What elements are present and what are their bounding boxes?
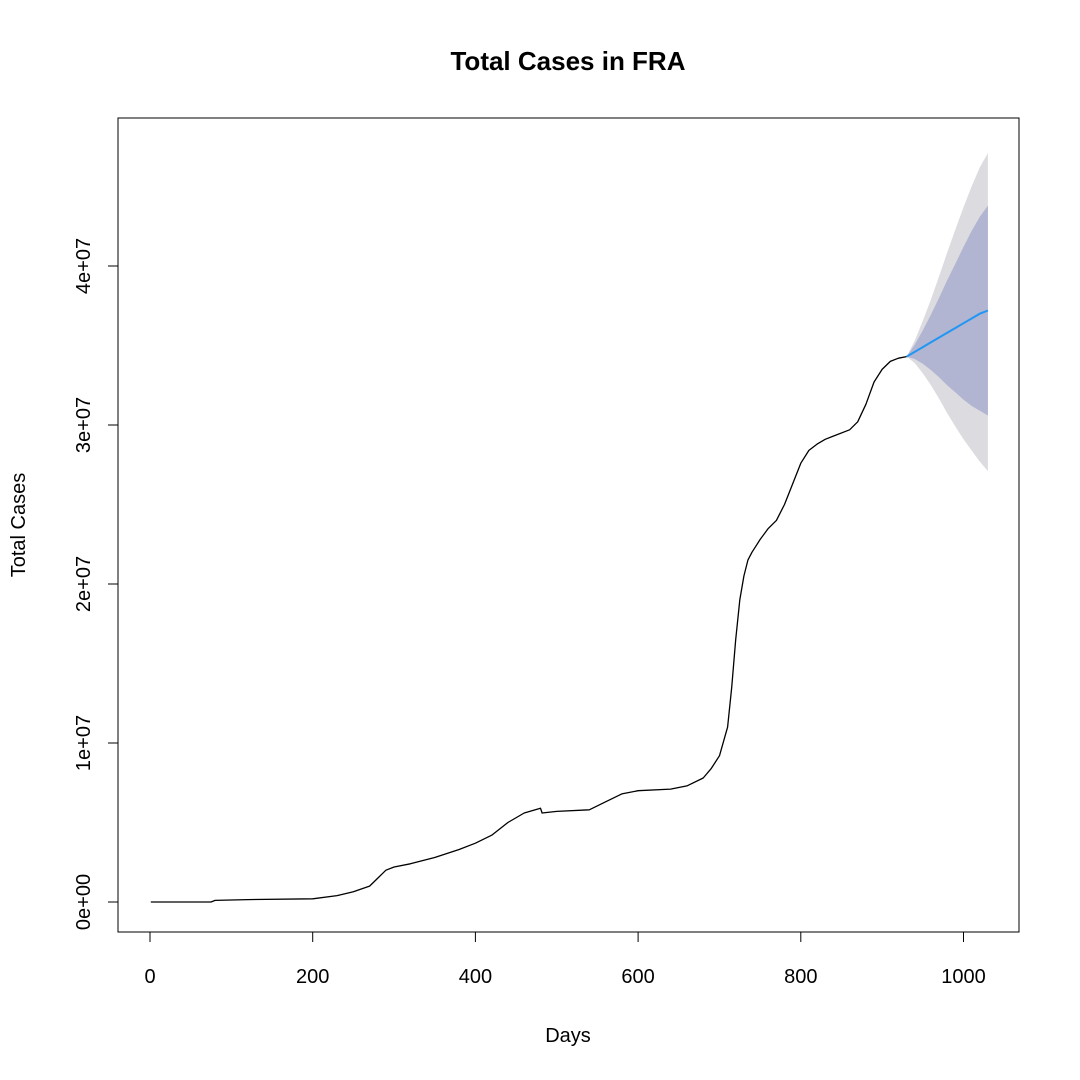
- forecast-mean-layer: [906, 309, 989, 358]
- x-tick-label: 1000: [941, 966, 986, 988]
- series-line-total-cases: [150, 355, 907, 903]
- y-axis: 0e+00 1e+07 2e+07 3e+07 4e+07: [73, 238, 119, 930]
- x-tick-label: 200: [296, 966, 329, 988]
- y-tick-label: 3e+07: [73, 397, 95, 453]
- forecast-mean-line: [906, 309, 989, 358]
- y-tick-label: 0e+00: [73, 874, 95, 930]
- x-tick-label: 600: [621, 966, 654, 988]
- series-layer: [150, 355, 907, 903]
- x-tick-label: 400: [459, 966, 492, 988]
- x-tick-label: 800: [784, 966, 817, 988]
- chart-title: Total Cases in FRA: [450, 46, 685, 76]
- x-tick-label: 0: [144, 966, 155, 988]
- y-tick-label: 1e+07: [73, 715, 95, 771]
- y-tick-label: 2e+07: [73, 556, 95, 612]
- x-axis-title: Days: [545, 1025, 591, 1047]
- forecast-80-band-layer: [906, 205, 988, 416]
- y-tick-label: 4e+07: [73, 238, 95, 294]
- x-axis: 0 200 400 600 800 1000: [144, 931, 986, 988]
- forecast-80-band: [906, 205, 988, 416]
- y-axis-title: Total Cases: [8, 473, 30, 578]
